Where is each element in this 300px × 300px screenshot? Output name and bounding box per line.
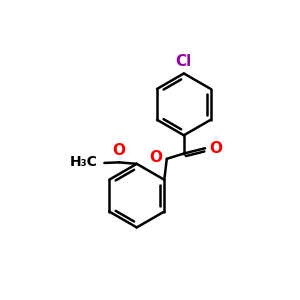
Text: O: O — [112, 143, 125, 158]
Text: H₃C: H₃C — [70, 155, 98, 169]
Text: Cl: Cl — [176, 54, 192, 69]
Text: O: O — [150, 150, 163, 165]
Text: O: O — [209, 141, 222, 156]
